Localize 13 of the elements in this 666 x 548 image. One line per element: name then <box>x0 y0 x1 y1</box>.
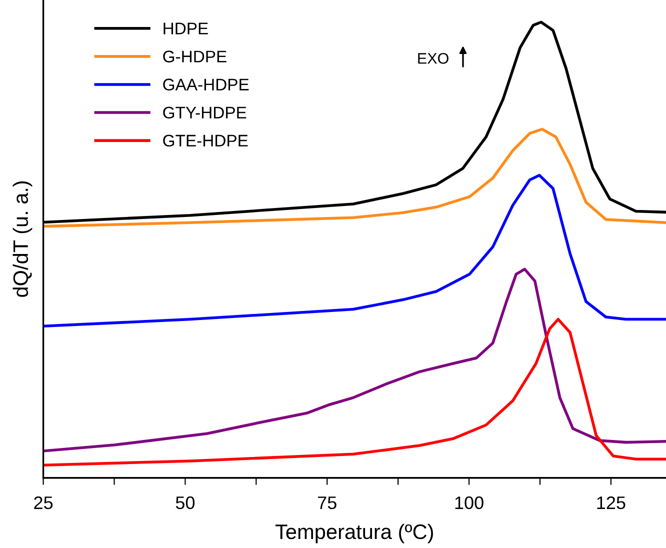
legend-label: HDPE <box>164 22 208 34</box>
y-axis-title: dQ/dT (u. a.) <box>12 181 32 297</box>
x-tick-label: 125 <box>597 496 626 510</box>
annotation: EXO <box>418 53 448 64</box>
x-tick-label: 75 <box>318 496 336 510</box>
legend-label: GTE-HDPE <box>163 134 248 147</box>
legend-label: GAA-HDPE <box>163 78 249 90</box>
x-axis-title: Temperatura (ºC) <box>275 524 433 544</box>
legend-label: GTY-HDPE <box>163 106 246 119</box>
x-tick-label: 25 <box>34 496 53 510</box>
x-tick-label: 50 <box>176 496 195 510</box>
legend-label: G-HDPE <box>163 50 226 62</box>
x-tick-label: 100 <box>455 496 484 510</box>
